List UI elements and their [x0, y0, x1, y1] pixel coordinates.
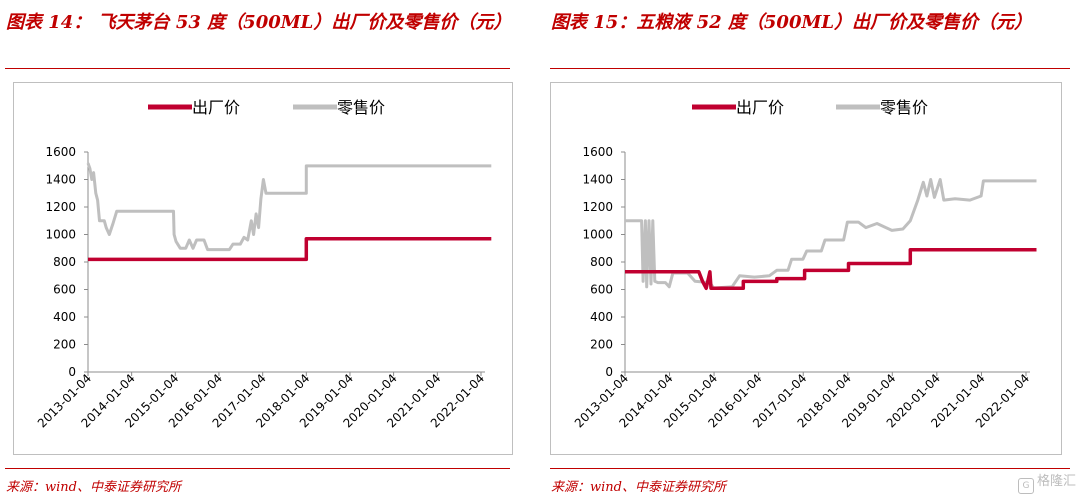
source-note: 来源：wind、中泰证券研究所	[6, 480, 181, 495]
source-divider	[5, 468, 510, 469]
y-tick-label: 0	[68, 365, 76, 379]
chart-panel-wuliangye: 图表 15：五粮液 52 度（500ML）出厂价及零售价（元） 出厂价 零售价 0 2…	[545, 0, 1080, 500]
line-chart: 出厂价 零售价020040060080010001200140016002013-…	[35, 98, 492, 430]
series-line-factory	[88, 237, 492, 262]
y-tick-label: 800	[53, 255, 76, 269]
y-tick-label: 200	[53, 338, 76, 352]
chart-frame: 出厂价 零售价 0 200 400 600 800 1000 1200 1400 1600 2013-…	[13, 82, 513, 455]
y-tick-label: 1200	[45, 200, 76, 214]
y-tick-label: 600	[53, 283, 76, 297]
y-tick-label: 600	[590, 283, 613, 297]
y-tick-label: 1400	[582, 173, 613, 187]
title-divider	[550, 68, 1070, 69]
watermark-text: 格隆汇	[1036, 474, 1076, 489]
chart-frame: 出厂价 零售价 0 200 400 600 800 1000 1200 1400 1600 2013-…	[550, 82, 1062, 455]
y-tick-label: 1400	[45, 173, 76, 187]
y-tick-label: 1000	[45, 228, 76, 242]
watermark-logo-icon: G	[1017, 478, 1034, 494]
legend-label: 零售价	[337, 98, 385, 117]
source-divider	[550, 468, 1070, 469]
source-note: 来源：wind、中泰证券研究所	[551, 480, 726, 495]
y-tick-label: 1600	[45, 145, 76, 159]
watermark: G 格隆汇	[1017, 470, 1076, 494]
series-line-retail	[86, 162, 492, 252]
legend-label: 零售价	[880, 98, 928, 117]
chart-panel-maotai: 图表 14： 飞天茅台 53 度（500ML）出厂价及零售价（元） 出厂价 零售价…	[0, 0, 530, 500]
title-divider	[5, 68, 510, 69]
y-tick-label: 0	[605, 365, 613, 379]
y-tick-label: 200	[590, 338, 613, 352]
line-chart: 出厂价 零售价020040060080010001200140016002013-…	[572, 98, 1037, 430]
y-tick-label: 800	[590, 255, 613, 269]
y-tick-label: 400	[53, 310, 76, 324]
legend-label: 出厂价	[736, 98, 784, 117]
y-tick-label: 400	[590, 310, 613, 324]
legend-label: 出厂价	[192, 98, 240, 117]
series-line-factory	[625, 248, 1037, 291]
chart-title: 图表 14： 飞天茅台 53 度（500ML）出厂价及零售价（元）	[6, 12, 512, 33]
y-tick-label: 1200	[582, 200, 613, 214]
y-tick-label: 1000	[582, 228, 613, 242]
chart-title: 图表 15：五粮液 52 度（500ML）出厂价及零售价（元）	[551, 12, 1033, 33]
y-tick-label: 1600	[582, 145, 613, 159]
